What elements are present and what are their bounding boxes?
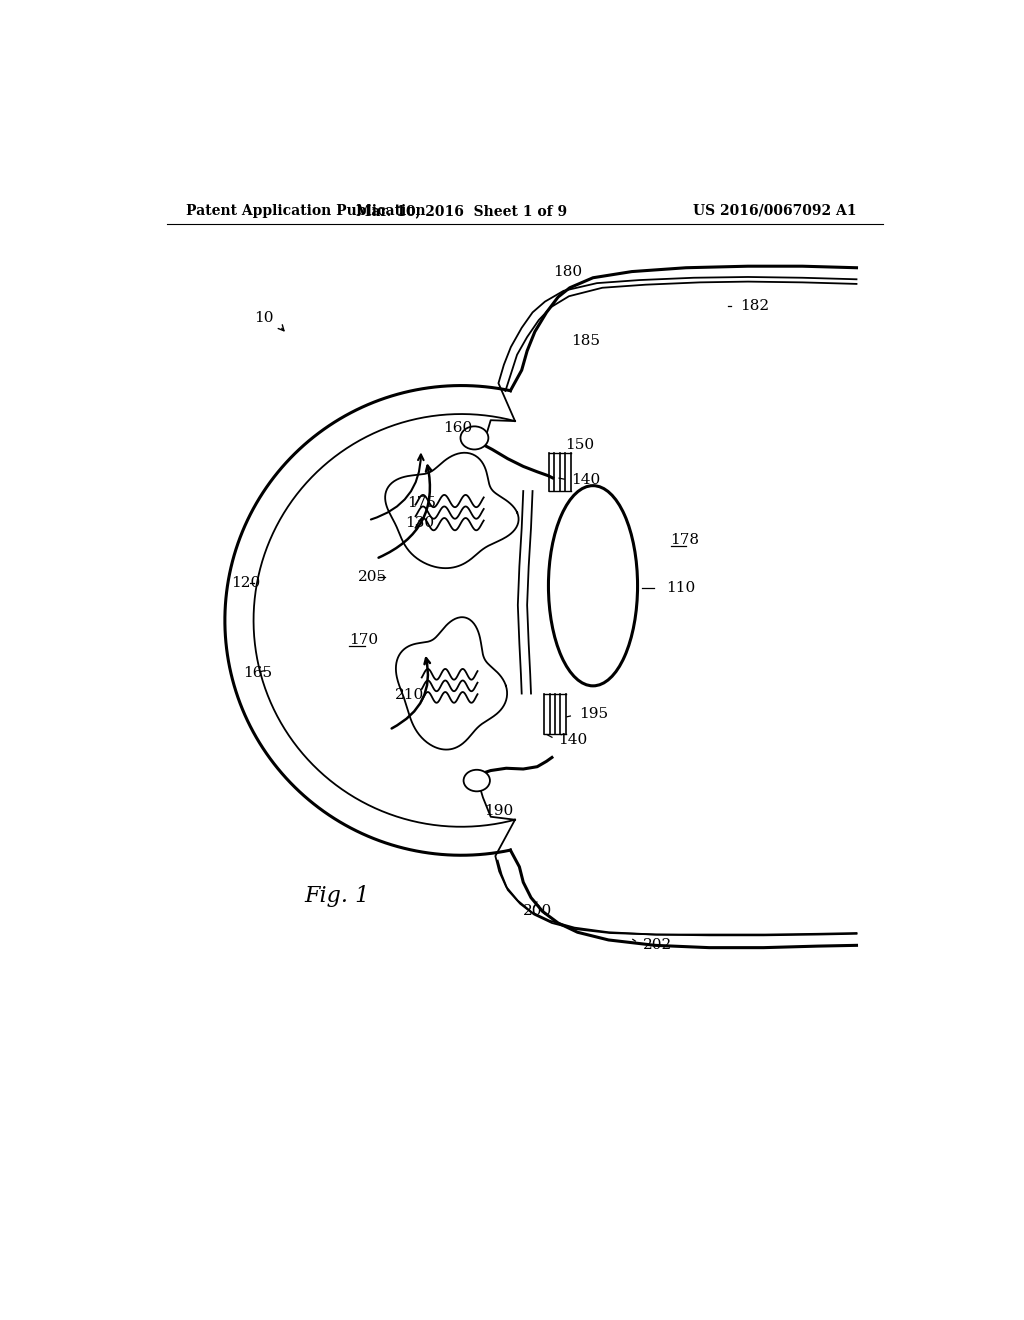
Text: US 2016/0067092 A1: US 2016/0067092 A1 (693, 203, 856, 218)
Text: 182: 182 (740, 300, 769, 313)
Text: 160: 160 (442, 421, 472, 434)
Text: 130: 130 (406, 516, 434, 531)
Polygon shape (385, 453, 518, 568)
Text: Fig. 1: Fig. 1 (304, 884, 370, 907)
Text: 110: 110 (667, 581, 696, 595)
Text: 120: 120 (231, 577, 260, 590)
Text: 10: 10 (254, 310, 273, 325)
Ellipse shape (461, 426, 488, 449)
Text: 210: 210 (395, 688, 425, 702)
Text: 178: 178 (671, 532, 699, 546)
Text: 165: 165 (243, 665, 271, 680)
Text: 175: 175 (407, 495, 436, 510)
Polygon shape (396, 618, 507, 750)
Text: 180: 180 (553, 265, 582, 280)
Ellipse shape (549, 486, 638, 686)
Text: 195: 195 (579, 708, 608, 721)
Text: 140: 140 (558, 733, 588, 747)
Text: 200: 200 (523, 904, 553, 919)
Ellipse shape (464, 770, 489, 792)
Text: Patent Application Publication: Patent Application Publication (186, 203, 426, 218)
Text: 170: 170 (349, 632, 378, 647)
Text: 140: 140 (571, 474, 600, 487)
Text: 185: 185 (571, 334, 600, 348)
Text: 150: 150 (565, 438, 594, 451)
Text: 202: 202 (643, 939, 673, 952)
Text: Mar. 10, 2016  Sheet 1 of 9: Mar. 10, 2016 Sheet 1 of 9 (355, 203, 567, 218)
Text: 190: 190 (484, 804, 514, 817)
Text: 205: 205 (358, 569, 387, 583)
